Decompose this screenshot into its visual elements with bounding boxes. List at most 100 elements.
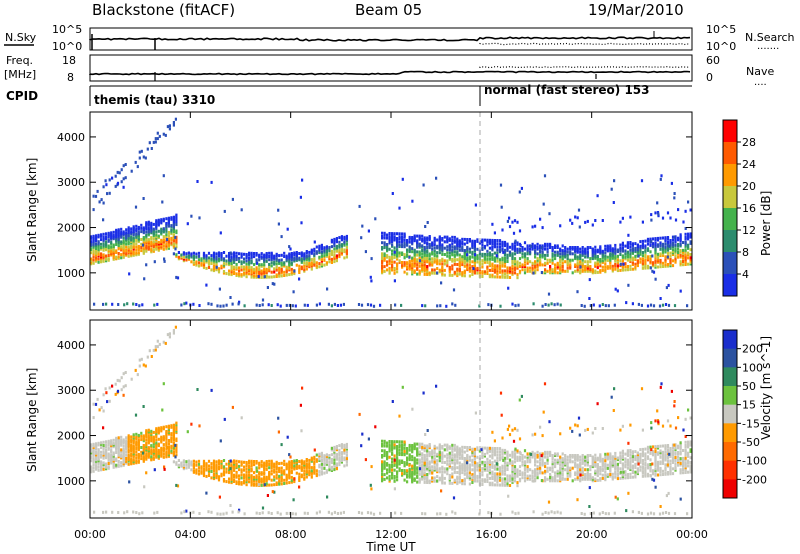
power-cell (107, 250, 110, 254)
power-cell (338, 248, 341, 252)
power-cell (591, 247, 594, 251)
velocity-cell (150, 450, 153, 454)
velocity-cell (458, 464, 461, 468)
power-cell (160, 230, 163, 234)
power-cell (448, 273, 451, 277)
power-cell (117, 234, 120, 238)
power-cell (132, 302, 135, 306)
power-cell (117, 231, 120, 235)
power-cell (95, 245, 98, 249)
velocity-cell (105, 462, 108, 466)
power-cell (273, 282, 276, 286)
power-cell (534, 244, 537, 248)
power-cell (631, 261, 634, 265)
velocity-cell (263, 463, 266, 467)
velocity-cell (521, 473, 524, 476)
power-cell (508, 266, 512, 270)
velocity-cell (436, 454, 439, 458)
power-cell (263, 264, 266, 268)
power-cell (667, 303, 671, 307)
power-cell (445, 304, 448, 308)
velocity-cell (105, 445, 108, 449)
velocity-cell (228, 466, 231, 470)
power-cell (443, 235, 446, 239)
power-cell (481, 238, 484, 242)
power-cell (218, 287, 221, 291)
velocity-cell (441, 465, 444, 469)
power-cell (682, 248, 685, 252)
velocity-cell (112, 453, 115, 457)
velocity-cell (453, 447, 456, 451)
velocity-cell (498, 475, 502, 479)
velocity-cell (325, 453, 328, 457)
power-cell (421, 261, 424, 265)
power-cell (170, 225, 173, 229)
power-cell (112, 257, 115, 261)
velocity-cell (523, 466, 527, 470)
power-cell (547, 303, 550, 307)
velocity-cell (132, 450, 135, 454)
velocity-cell (207, 469, 211, 473)
velocity-cell (468, 447, 471, 451)
power-cell (629, 245, 632, 249)
velocity-cell (413, 466, 416, 470)
power-cell (345, 242, 348, 246)
velocity-cell (325, 462, 328, 466)
power-cell (162, 244, 165, 248)
power-cell (111, 176, 114, 180)
velocity-cell (100, 466, 103, 470)
velocity-cell (130, 446, 133, 450)
velocity-cell (320, 466, 323, 470)
power-cell (185, 301, 188, 305)
power-cell (631, 267, 634, 271)
power-cell (285, 254, 288, 258)
power-cell (97, 244, 100, 248)
power-cell (513, 244, 517, 248)
velocity-cell (202, 469, 206, 473)
power-cell (137, 252, 140, 256)
velocity-cell (95, 461, 98, 465)
power-cell (428, 242, 431, 246)
velocity-cell (436, 468, 439, 472)
power-cell (674, 249, 677, 253)
velocity-cell (413, 459, 416, 463)
power-cell (248, 256, 251, 260)
velocity-cell (501, 450, 504, 454)
velocity-cell (165, 450, 168, 454)
velocity-cell (290, 480, 293, 484)
velocity-cell (526, 458, 529, 462)
power-cell (664, 250, 667, 254)
velocity-cell (428, 466, 431, 470)
velocity-cell (132, 453, 135, 457)
velocity-cell (481, 470, 484, 474)
velocity-cell (468, 471, 471, 475)
power-cell (546, 253, 549, 257)
power-cell (330, 257, 333, 261)
power-cell (396, 251, 399, 255)
power-cell (584, 252, 587, 256)
power-cell (408, 245, 411, 249)
velocity-cell (536, 455, 539, 459)
power-cell (164, 133, 167, 137)
power-cell (448, 267, 451, 271)
velocity-cell (95, 466, 98, 470)
power-cell (147, 227, 150, 230)
power-cell (616, 259, 619, 263)
power-cell (657, 212, 660, 216)
velocity-cell (463, 468, 466, 472)
power-cell (340, 236, 343, 240)
power-cell (240, 254, 243, 258)
velocity-cell (318, 463, 321, 467)
velocity-cell (401, 443, 404, 447)
power-cell (493, 275, 496, 279)
power-cell (132, 247, 135, 251)
power-cell (661, 246, 665, 249)
power-cell (629, 248, 632, 252)
power-cell (650, 213, 653, 217)
power-cell (240, 252, 243, 256)
velocity-cell (207, 459, 211, 463)
velocity-cell (343, 456, 346, 460)
velocity-cell (122, 451, 125, 455)
power-cell (641, 220, 644, 224)
power-cell (413, 253, 416, 257)
